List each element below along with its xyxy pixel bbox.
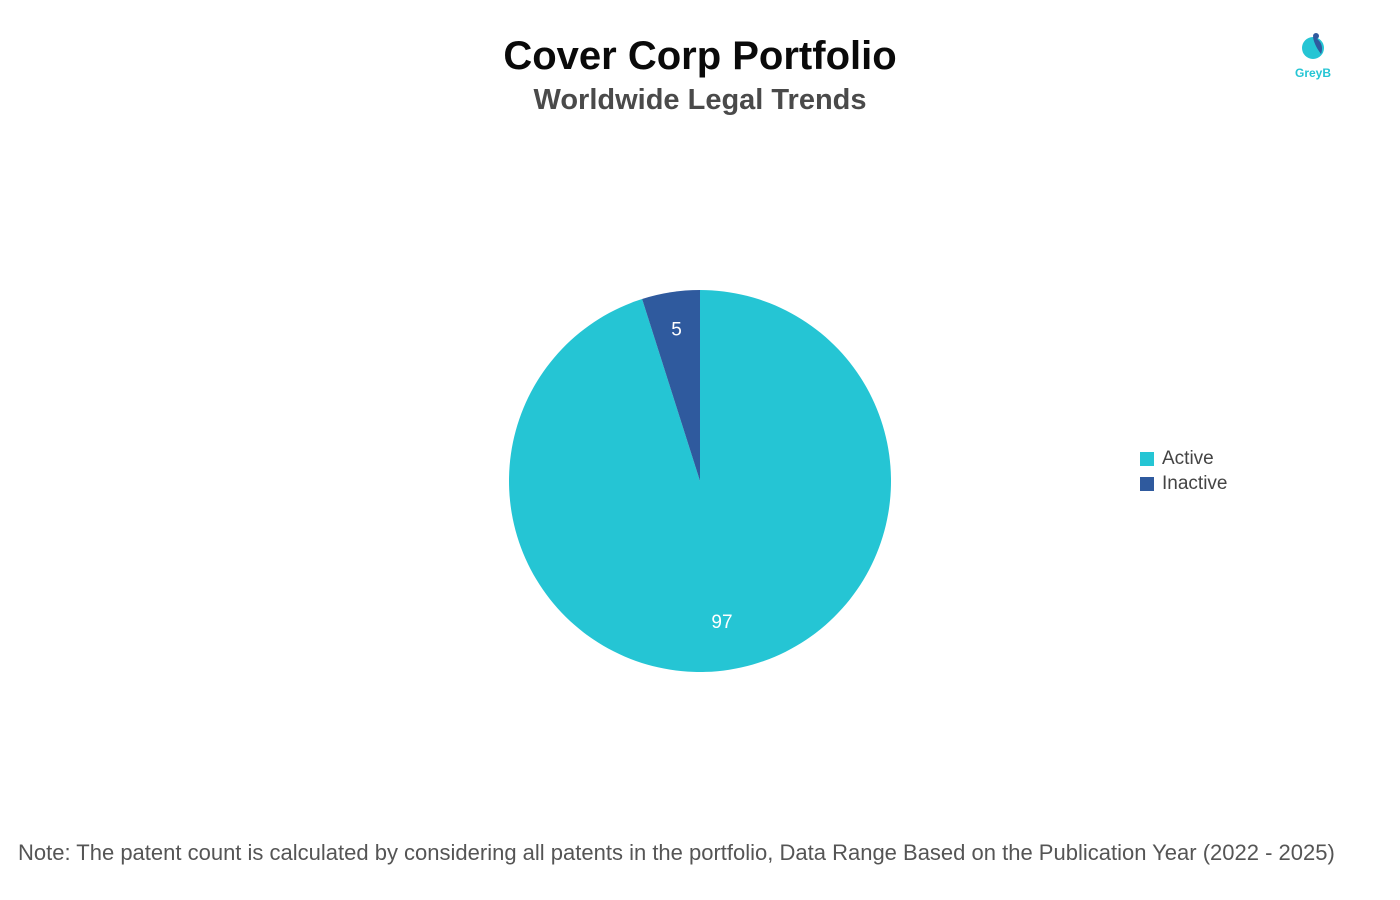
legend-item-active: Active xyxy=(1140,446,1227,471)
chart-title: Cover Corp Portfolio xyxy=(503,34,897,78)
legend-item-inactive: Inactive xyxy=(1140,471,1227,496)
legend-label-inactive: Inactive xyxy=(1162,472,1228,494)
pie-labels: 97 5 xyxy=(671,320,732,634)
pie-slice-inactive xyxy=(642,290,700,481)
footnote: Note: The patent count is calculated by … xyxy=(18,840,1335,865)
pie-slices xyxy=(509,290,892,672)
pie-label-inactive: 5 xyxy=(671,320,682,341)
chart-subtitle: Worldwide Legal Trends xyxy=(533,84,867,116)
chart-legend: Active Inactive xyxy=(1140,446,1227,496)
legend-swatch-active xyxy=(1140,451,1154,466)
legend-swatch-inactive xyxy=(1140,476,1154,491)
greyb-logo: GreyB xyxy=(1290,30,1336,84)
legend-label-active: Active xyxy=(1162,447,1214,469)
greyb-logo-text: GreyB xyxy=(1294,66,1332,80)
pie-label-active: 97 xyxy=(711,612,732,633)
greyb-logo-icon xyxy=(1302,33,1324,59)
